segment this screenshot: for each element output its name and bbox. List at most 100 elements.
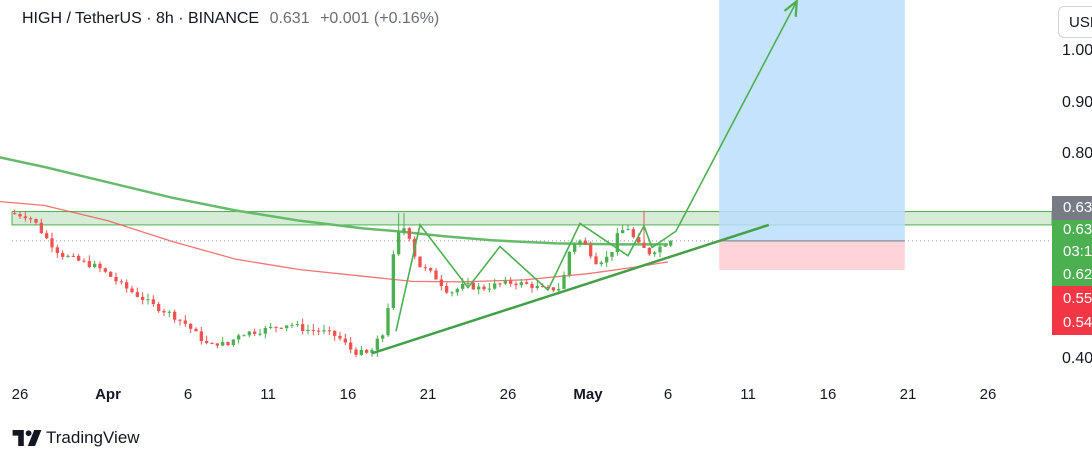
candle-down <box>434 270 438 280</box>
candle-up <box>359 350 363 355</box>
candle-down <box>125 282 129 289</box>
candle-down <box>439 279 443 287</box>
candle-down <box>151 299 155 305</box>
candle-down <box>39 222 43 234</box>
candle-up <box>258 333 262 335</box>
candle-up <box>610 251 614 257</box>
candle-up <box>391 254 395 309</box>
time-tick-label: 16 <box>819 386 837 403</box>
price-tag: 0.635 <box>1052 196 1092 220</box>
candle-down <box>253 331 257 334</box>
symbol-title[interactable]: HIGH / TetherUS · 8h · BINANCE <box>22 10 260 27</box>
candle-up <box>535 286 539 289</box>
candle-up <box>578 240 582 245</box>
candle-down <box>311 329 315 331</box>
candle-up <box>493 283 497 289</box>
candle-up <box>669 240 673 246</box>
candle-up <box>599 262 603 265</box>
candle-down <box>210 343 214 345</box>
candle-up <box>290 324 294 326</box>
candle-up <box>322 330 326 332</box>
candle-down <box>509 280 513 284</box>
candle-down <box>445 286 449 293</box>
candle-down <box>301 324 305 331</box>
price-tag: 0.631 <box>1052 220 1092 240</box>
candle-down <box>98 263 102 269</box>
support-trendline <box>371 223 770 355</box>
candle-down <box>338 335 342 339</box>
price-tag: 0.545 <box>1052 311 1092 335</box>
candle-down <box>130 288 134 293</box>
candle-down <box>199 331 203 342</box>
candle-up <box>653 252 657 255</box>
candle-down <box>23 216 27 219</box>
candle-down <box>423 267 427 269</box>
time-tick-label: May <box>573 386 603 403</box>
candle-down <box>514 283 518 286</box>
candle-down <box>109 271 113 277</box>
candle-down <box>77 255 81 261</box>
candle-down <box>525 282 529 284</box>
candle-up <box>397 232 401 255</box>
candle-up <box>242 335 246 337</box>
candle-down <box>103 268 107 272</box>
candle-down <box>594 256 598 265</box>
time-tick-label: 6 <box>183 386 193 403</box>
candle-down <box>274 326 278 328</box>
candle-down <box>29 218 33 220</box>
candle-up <box>605 256 609 263</box>
candle-down <box>141 296 145 301</box>
candle-down <box>157 304 161 312</box>
candle-down <box>34 218 38 223</box>
candle-down <box>61 252 65 257</box>
chart-header: HIGH / TetherUS · 8h · BINANCE 0.631 +0.… <box>22 10 439 28</box>
candle-down <box>45 233 49 239</box>
candle-down <box>642 242 646 248</box>
candle-up <box>615 233 619 252</box>
tradingview-brand[interactable]: TradingView <box>12 428 140 448</box>
candle-up <box>295 324 299 326</box>
time-tick-label: 26 <box>11 386 29 403</box>
drawings-layer <box>371 3 796 355</box>
position-target-zone <box>719 0 905 241</box>
candle-down <box>82 260 86 262</box>
time-tick-label: 11 <box>740 386 756 403</box>
candle-down <box>189 323 193 329</box>
time-tick-label: 21 <box>419 386 437 403</box>
price-tick-label: 0.40 <box>1062 350 1092 368</box>
candle-up <box>477 286 481 290</box>
candle-down <box>327 330 331 332</box>
candle-up <box>247 331 251 336</box>
candle-down <box>333 330 337 336</box>
candle-up <box>306 329 310 331</box>
candle-up <box>269 326 273 328</box>
candle-down <box>178 319 182 321</box>
candle-down <box>18 214 22 217</box>
candle-down <box>114 276 118 282</box>
time-tick-label: 26 <box>499 386 517 403</box>
candle-down <box>135 292 139 297</box>
candle-up <box>450 292 454 294</box>
candle-up <box>381 335 385 339</box>
candle-down <box>637 237 641 243</box>
candle-up <box>93 263 97 268</box>
currency-button[interactable]: USDT <box>1058 6 1092 38</box>
candle-down <box>530 283 534 289</box>
candle-up <box>386 308 390 336</box>
candle-down <box>551 287 555 291</box>
candle-down <box>546 287 550 289</box>
time-tick-label: 11 <box>260 386 276 403</box>
candle-up <box>375 338 379 350</box>
candle-down <box>343 338 347 343</box>
candle-up <box>658 246 662 253</box>
candle-up <box>146 299 150 301</box>
candle-down <box>647 247 651 255</box>
candle-up <box>66 255 70 257</box>
candle-down <box>50 238 54 248</box>
last-price: 0.631 <box>269 10 310 27</box>
candle-down <box>13 213 17 215</box>
time-tick-label: 26 <box>979 386 997 403</box>
candle-up <box>626 229 630 231</box>
time-tick-label: Apr <box>95 386 121 403</box>
